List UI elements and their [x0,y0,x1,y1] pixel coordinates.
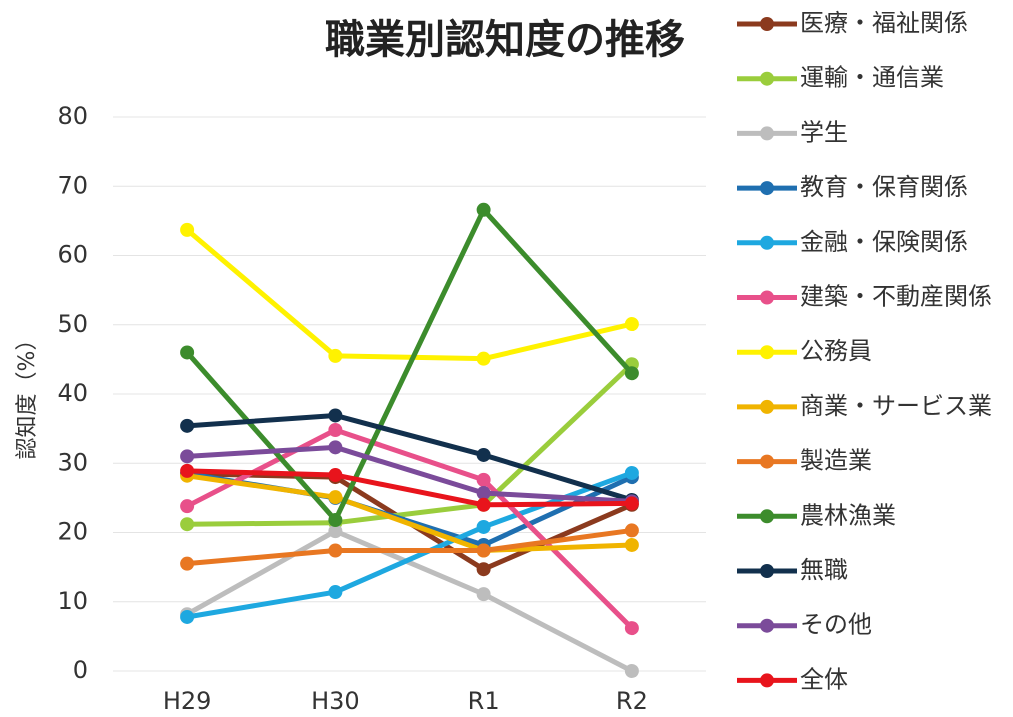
legend-marker [760,71,774,86]
data-point [624,621,639,636]
data-point [624,496,639,511]
x-tick-label: H30 [311,687,360,715]
series-line [185,207,634,523]
data-point [328,585,343,600]
y-tick-label: 10 [57,587,88,615]
data-point [328,423,343,438]
data-point [624,523,639,538]
data-point [476,202,491,217]
series-line [186,412,633,503]
legend-label: その他 [800,611,872,639]
legend-label: 学生 [800,118,848,146]
data-point [328,348,343,363]
data-point [476,472,491,487]
data-point [624,366,639,381]
data-point [180,609,195,624]
data-point [328,490,343,505]
series-line [186,444,633,504]
legend-label: 金融・保険関係 [800,228,968,256]
series-line [187,468,632,508]
series-line [186,527,633,567]
series-line [185,427,634,630]
legend-label: 全体 [800,665,848,693]
legend-marker [760,290,774,305]
data-point [180,418,195,433]
data-point [476,543,491,558]
y-tick-label: 70 [57,171,88,199]
chart-title: 職業別認知度の推移 [325,17,685,63]
data-point [180,463,195,478]
legend-marker [760,564,774,578]
legend-label: 教育・保育関係 [800,173,968,201]
data-point [328,524,343,539]
y-tick-label: 60 [57,241,88,269]
y-tick-label: 40 [57,379,88,407]
legend-marker [760,454,774,469]
legend-marker [760,673,774,688]
y-tick-label: 50 [57,310,88,338]
legend-label: 公務員 [800,337,872,365]
y-tick-label: 0 [73,656,88,684]
legend-marker [760,618,774,633]
legend-marker [760,17,774,31]
data-point [476,447,491,462]
data-point [180,499,195,514]
legend-label: 無職 [800,556,848,584]
series-line [185,227,633,362]
data-point [180,449,195,464]
y-tick-label: 20 [57,518,88,546]
legend-marker [760,181,774,196]
data-point [180,556,195,571]
y-axis-label: 認知度（%） [15,329,40,460]
data-point [624,317,639,332]
series-line [186,473,632,554]
legend-marker [760,399,774,414]
data-point [476,587,491,602]
data-point [328,408,343,423]
data-point [328,440,343,455]
series-line [186,470,633,620]
data-point [624,664,639,678]
data-point [476,351,491,366]
data-point [624,465,639,480]
data-point [328,468,343,483]
series-line [187,362,634,527]
data-point [328,543,343,558]
legend-marker [760,509,774,524]
legend-label: 医療・福祉関係 [800,9,968,37]
data-point [624,537,639,552]
data-point [476,497,491,512]
x-tick-label: R2 [616,687,648,715]
legend-label: 農林漁業 [800,501,896,529]
x-tick-label: H29 [163,687,212,715]
data-point [180,222,195,237]
y-tick-label: 30 [57,448,88,476]
legend-label: 商業・サービス業 [800,392,992,420]
x-tick-label: R1 [468,687,500,715]
data-point [476,519,491,534]
legend-label: 建築・不動産関係 [800,283,992,311]
legend-marker [760,235,774,250]
legend-label: 運輸・通信業 [800,64,944,92]
data-point [180,517,195,532]
legend-marker [760,126,774,141]
data-point [476,486,491,501]
legend-label: 製造業 [800,447,872,475]
y-tick-label: 80 [57,102,88,130]
data-point [180,345,195,360]
data-point [328,513,343,528]
legend-marker [760,345,774,360]
data-point [476,562,491,577]
series-line [185,528,634,674]
